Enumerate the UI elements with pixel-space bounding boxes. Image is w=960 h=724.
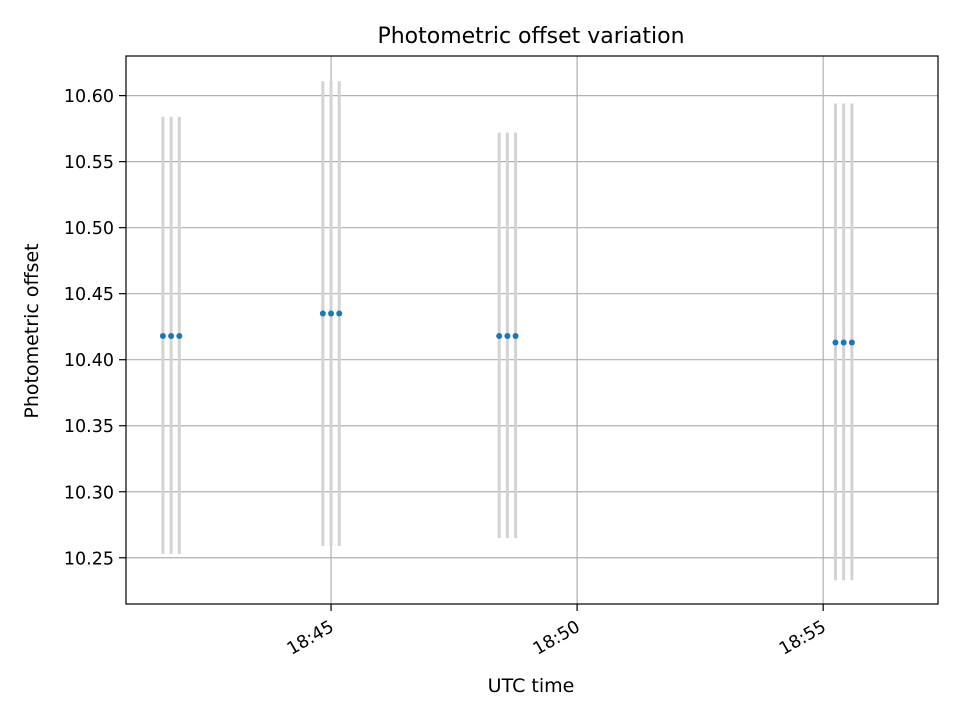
data-point-layer: [159, 310, 855, 346]
data-point: [319, 310, 326, 317]
data-point: [168, 332, 175, 339]
data-point: [832, 339, 839, 346]
x-tick-label: 18:45: [284, 617, 338, 660]
y-axis-label: Photometric offset: [21, 243, 43, 418]
x-axis-label: UTC time: [488, 675, 575, 697]
y-tick-label: 10.60: [64, 87, 114, 107]
data-point: [512, 332, 519, 339]
y-tick-label: 10.55: [64, 153, 114, 173]
plot-frame: [125, 55, 939, 605]
y-tick-label: 10.50: [64, 219, 114, 239]
y-tick-label: 10.45: [64, 285, 114, 305]
x-tick-label: 18:50: [530, 617, 584, 660]
chart-title: Photometric offset variation: [377, 24, 684, 49]
y-tick-label: 10.25: [64, 549, 114, 569]
data-point: [159, 332, 166, 339]
y-tick-label: 10.35: [64, 417, 114, 437]
data-point: [848, 339, 855, 346]
data-point: [176, 332, 183, 339]
error-bar-layer: [161, 81, 854, 581]
grid-layer: [126, 56, 938, 604]
data-point: [328, 310, 335, 317]
data-point: [840, 339, 847, 346]
y-tick-label: 10.30: [64, 483, 114, 503]
data-point: [496, 332, 503, 339]
data-point: [504, 332, 511, 339]
data-point: [336, 310, 343, 317]
x-tick-label: 18:55: [776, 617, 830, 660]
y-tick-label: 10.40: [64, 351, 114, 371]
